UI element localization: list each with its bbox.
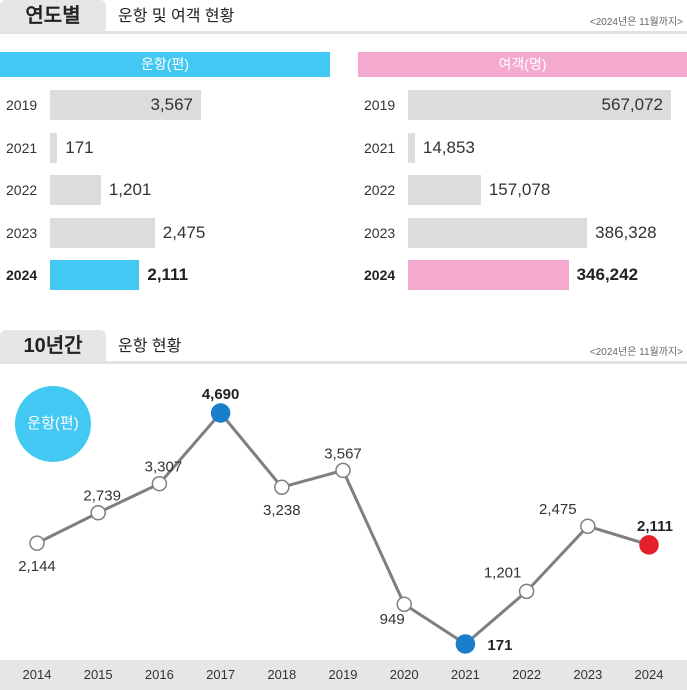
bar-mark [408,260,569,290]
bar-row-1-2023: 2023 386,328 [364,218,687,248]
bar-value-label: 567,072 [601,95,663,114]
data-point-2017 [210,403,231,423]
flights-line-chart: 2,144 2,739 3,307 4,690 3,238 3,567 949 171 1,20… [18,386,673,654]
bar-value-label: 171 [65,138,94,157]
bar-row-0-2021: 2021 171 [6,133,330,163]
bar-mark [408,175,481,205]
data-label-2014: 2,144 [18,558,56,575]
data-label-2024: 2,111 [637,518,673,535]
data-point-2021 [455,634,476,654]
x-tick-label: 2015 [83,667,113,682]
x-tick-label: 2022 [512,667,542,682]
data-label-2022: 1,201 [484,564,522,581]
data-label-2023: 2,475 [539,501,577,518]
bar-category-label: 2023 [364,225,396,241]
data-point-2020 [396,596,412,612]
section-header-decade: 10년간 운항 현황 <2024년은 11월까지> [0,330,687,364]
bar-row-1-2024: 2024 346,242 [364,260,687,290]
bar-mark [408,218,588,248]
x-tick-label: 2020 [389,667,419,682]
bar-value-label: 3,567 [150,95,193,114]
bar-category-label: 2022 [6,182,38,198]
bar-category-label: 2022 [364,182,396,198]
bar-value-label: 1,201 [108,180,152,199]
bar-mark [408,90,671,120]
x-tick-label: 2021 [450,667,480,682]
data-label-2019: 3,567 [324,445,362,462]
bar-mark [50,175,101,205]
bar-row-0-2024: 2024 2,111 [6,260,330,290]
data-point-2024 [639,535,659,555]
data-label-2017: 4,690 [202,386,240,403]
bar-value-label: 2,475 [162,223,206,242]
data-label-2018: 3,238 [263,502,301,519]
section-title-decade: 운항 현황 [118,338,182,355]
bar-row-1-2019: 2019 567,072 [364,90,687,120]
flights-panel-title: 운항(편) [0,52,330,77]
bar-value-label: 346,242 [576,265,639,284]
x-tick-label: 2017 [206,667,236,682]
bar-mark [50,218,155,248]
section-tab-yearly: 연도별 [0,0,106,31]
bar-category-label: 2019 [364,97,396,113]
bar-row-1-2022: 2022 157,078 [364,175,687,205]
bar-mark [50,133,58,163]
data-point-2019 [335,462,351,479]
bar-mark [50,90,201,120]
passengers-panel-title: 여객(명) [358,52,687,77]
data-point-2023 [580,518,596,534]
x-tick-label: 2023 [573,667,603,682]
data-point-2018 [274,479,290,495]
bar-value-label: 157,078 [488,180,551,199]
bar-category-label: 2023 [6,225,38,241]
section-title-yearly: 운항 및 여객 현황 [118,8,235,25]
bar-value-label: 2,111 [147,265,189,284]
bar-mark [408,133,415,163]
data-point-2015 [90,504,106,521]
bar-category-label: 2024 [6,267,38,283]
line-chart-badge: 운항(편) [15,386,91,462]
data-label-2015: 2,739 [83,488,121,505]
bar-row-0-2019: 2019 3,567 [6,90,330,120]
bar-value-label: 386,328 [595,223,657,242]
x-tick-label: 2024 [634,667,664,682]
section-divider [0,31,687,34]
x-tick-label: 2018 [267,667,297,682]
section-header-yearly: 연도별 운항 및 여객 현황 <2024년은 11월까지> [0,0,687,34]
bar-mark [50,260,140,290]
data-point-2014 [29,535,45,551]
x-axis-band: 2014 2015 2016 2017 2018 2019 2020 2021 2022 2023… [0,660,687,690]
data-label-2021: 171 [487,637,512,654]
bar-row-0-2022: 2022 1,201 [6,175,330,205]
x-tick-label: 2014 [22,667,52,682]
data-point-2022 [518,583,535,600]
bar-category-label: 2024 [364,267,396,283]
section-note-yearly: <2024년은 11월까지> [589,17,683,28]
bar-category-label: 2021 [6,140,38,156]
data-label-2016: 3,307 [145,459,183,476]
data-point-2016 [151,475,168,492]
data-label-2020: 949 [380,611,405,628]
bar-value-label: 14,853 [422,138,475,157]
x-tick-label: 2019 [328,667,358,682]
bar-category-label: 2019 [6,97,38,113]
section-divider [0,361,687,364]
section-tab-decade: 10년간 [0,330,106,361]
bar-row-0-2023: 2023 2,475 [6,218,330,248]
x-tick-label: 2016 [144,667,174,682]
section-note-decade: <2024년은 11월까지> [589,347,683,358]
bar-category-label: 2021 [364,140,396,156]
bar-row-1-2021: 2021 14,853 [364,133,687,163]
